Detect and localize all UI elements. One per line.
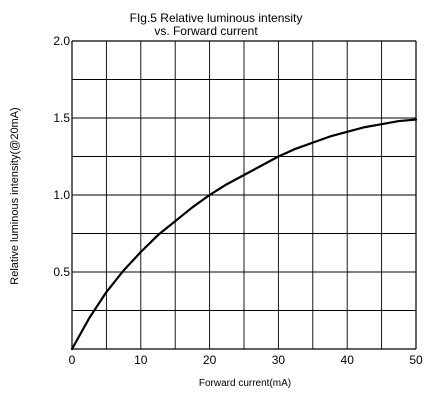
grid-lines xyxy=(71,40,417,350)
chart-title-line-1: FIg.5 Relative luminous intensity xyxy=(130,11,303,25)
data-series xyxy=(70,118,418,351)
y-axis-label: Relative luminous intensity(@20mA) xyxy=(9,107,21,284)
chart-title-line-2: vs. Forward current xyxy=(154,24,258,38)
x-tick-label: 20 xyxy=(203,353,217,367)
y-tick-label: 1.5 xyxy=(53,111,70,125)
tick-labels: 0 10 20 30 40 50 0.5 1.0 1.5 2.0 xyxy=(53,34,423,367)
y-tick-label: 2.0 xyxy=(53,34,70,48)
y-tick-label: 1.0 xyxy=(53,188,70,202)
x-tick-label: 0 xyxy=(69,353,76,367)
x-axis-label: Forward current(mA) xyxy=(199,378,291,389)
x-tick-label: 30 xyxy=(272,353,286,367)
series-line xyxy=(70,118,418,351)
x-tick-label: 10 xyxy=(134,353,148,367)
x-tick-label: 40 xyxy=(341,353,355,367)
y-tick-label: 0.5 xyxy=(53,265,70,279)
x-tick-label: 50 xyxy=(409,353,423,367)
